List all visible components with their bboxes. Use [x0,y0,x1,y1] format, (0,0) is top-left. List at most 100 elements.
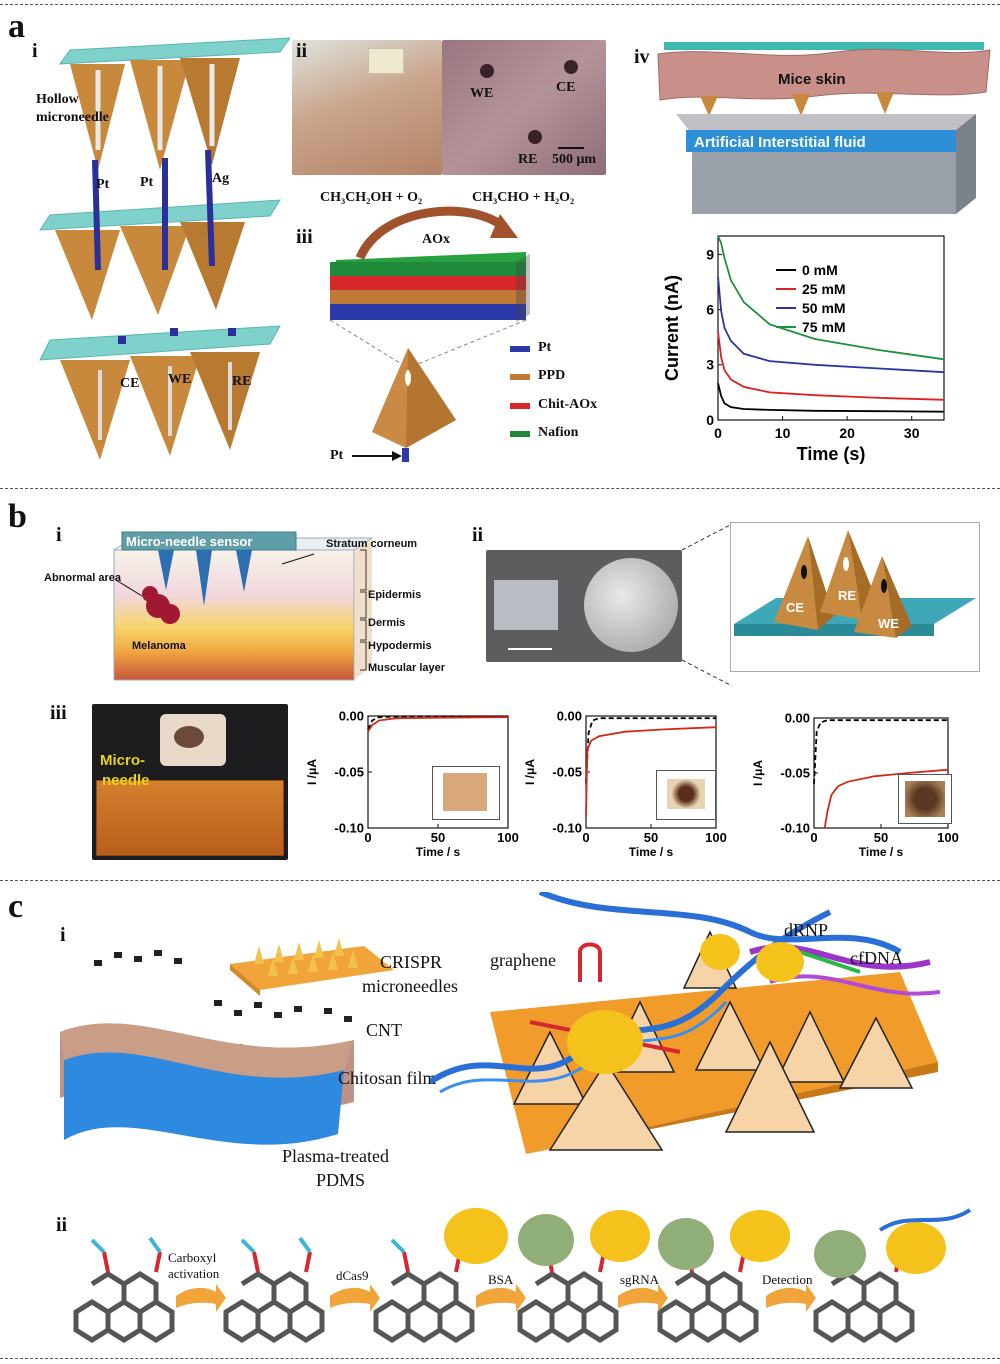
x-axis-label: Time (s) [797,444,866,464]
pdms-label-1: Plasma-treated [282,1146,389,1166]
step-detection: Detection [762,1272,813,1287]
aox-arrow [355,206,518,260]
panel-b-i-label: i [56,524,62,546]
stratum-label: Stratum corneum [326,538,418,550]
skin-current-chart-normal: 0 50 100 0.00 -0.05 -0.10 Time / s I /μA [305,709,519,859]
layer-hypodermis: Hypodermis [368,640,432,652]
current-vs-time-chart: 0 10 20 30 0 3 6 9 Time (s) Current (nA) 0 mM 25 mM… [662,235,945,464]
three-electrode-pyramids [734,530,976,638]
finger-photo [292,40,442,175]
inset-skin-melanoma-sample [905,781,945,817]
y-tick-label: 3 [706,357,714,373]
label-pt-2: Pt [140,175,154,190]
melanoma-label: Melanoma [132,640,186,652]
micro-label: Micro- [100,752,145,769]
chitosan-label: Chitosan film [338,1068,437,1088]
x-tick-label: 10 [775,425,791,441]
dashed-separator-bc [0,880,1000,881]
step-sgrna: sgRNA [620,1272,660,1287]
sensor-label: Micro-needle sensor [126,534,253,549]
crispr-label: CRISPR [380,952,443,972]
mice-skin-setup [657,42,991,214]
skin-micrograph [442,40,606,175]
skin-layer-schematic [112,531,374,681]
surface-functionalization-steps [73,1208,972,1343]
series-line-2 [717,276,945,374]
label-ag: Ag [212,171,230,186]
graphene-crispr-illustration [430,892,940,1154]
panel-a-iii-label: iii [296,226,313,248]
scale-bar-label: 500 μm [552,152,597,167]
series-line-0 [717,382,945,413]
cfdna-label: cfDNA [850,948,903,968]
legend-label-nafion: Nafion [538,425,579,440]
y-tick-label: 0.00 [785,711,810,726]
electrode-layer-stack [329,252,530,462]
y-tick-label: -0.05 [334,765,364,780]
series-line-0 [585,717,716,784]
legend-label-pt: Pt [538,340,552,355]
scale-bar [558,147,584,149]
series-line-1 [585,726,717,817]
y-axis-label: I /μA [523,759,537,785]
x-axis-label: Time / s [416,845,461,859]
pt-arrow-label: Pt [330,448,344,463]
y-axis-label: I /μA [305,759,319,785]
legend-swatch-ppd [510,374,530,380]
x-tick-label: 50 [644,830,658,845]
inset-skin-moderate [656,770,716,820]
micrograph-ce: CE [556,80,576,95]
dime-coin [584,558,678,652]
y-tick-label: 0.00 [339,709,364,724]
pyramid-ce: CE [786,600,805,615]
needle-label: needle [102,772,150,789]
cnt-label: CNT [366,1020,402,1040]
pyramid-re: RE [838,588,857,603]
panel-b-letter: b [8,498,27,535]
reaction-left: CH₃CH₂OH + O₂ [320,190,423,205]
series-line-0 [367,715,508,730]
panel-a-letter: a [8,8,25,45]
series-line-3 [717,235,945,361]
inset-skin-moderate-sample [667,779,705,809]
step-activation: activation [168,1266,220,1281]
hollow-microneedle-illustration [39,37,290,460]
y-axis-label: I /μA [751,760,765,786]
x-tick-label: 100 [705,830,727,845]
dashed-separator-ab [0,488,1000,489]
label-pt-1: Pt [96,177,110,192]
panel-b-ii-label: ii [472,524,484,546]
label-re-ai: RE [232,374,252,389]
dashed-separator-top [0,4,1000,5]
x-tick-label: 0 [582,830,589,845]
step-carboxyl: Carboxyl [168,1250,217,1265]
label-we-ai: WE [168,372,192,387]
drnp-label: dRNP [784,920,829,940]
y-tick-label: -0.05 [780,766,810,781]
panel-c-letter: c [8,888,24,925]
x-tick-label: 20 [839,425,855,441]
x-tick-label: 100 [937,830,959,845]
x-tick-label: 0 [364,830,371,845]
y-tick-label: 0 [706,412,714,428]
photo-scale-bar [508,648,552,650]
y-axis-label: Current (nA) [662,275,682,381]
micrograph-we: WE [470,86,494,101]
x-tick-label: 50 [431,830,445,845]
x-tick-label: 50 [874,830,888,845]
x-axis-label: Time / s [629,845,674,859]
puncture-re [528,130,542,144]
microneedle-array-chip [494,580,558,630]
flexible-patch-layers [60,938,394,1145]
y-tick-label: 0.00 [557,709,582,724]
label-ce-ai: CE [120,376,140,391]
series-line-1 [717,331,945,401]
pdms-label-2: PDMS [316,1170,366,1190]
label-hollow: Hollow [36,92,79,107]
series-line-0 [813,719,948,785]
step-bsa: BSA [488,1272,514,1287]
legend-label-3: 75 mM [802,319,846,335]
x-tick-label: 30 [904,425,920,441]
y-tick-label: -0.10 [780,821,810,836]
skin-current-chart-moderate: 0 50 100 0.00 -0.05 -0.10 Time / s I /μA [523,709,727,859]
